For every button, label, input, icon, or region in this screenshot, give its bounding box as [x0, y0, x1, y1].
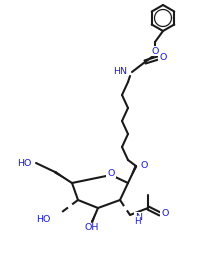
Text: OH: OH — [84, 224, 99, 232]
Text: O: O — [150, 46, 158, 56]
Polygon shape — [54, 171, 72, 183]
Text: HN: HN — [113, 68, 126, 76]
Polygon shape — [90, 208, 98, 222]
Text: HO: HO — [18, 158, 32, 167]
Text: O: O — [159, 53, 166, 62]
Polygon shape — [127, 165, 137, 183]
Text: H: H — [133, 217, 140, 225]
Text: O: O — [161, 210, 168, 218]
Text: N: N — [134, 212, 141, 221]
Text: O: O — [107, 168, 114, 177]
Text: HO: HO — [36, 214, 51, 224]
Text: O: O — [140, 161, 148, 170]
